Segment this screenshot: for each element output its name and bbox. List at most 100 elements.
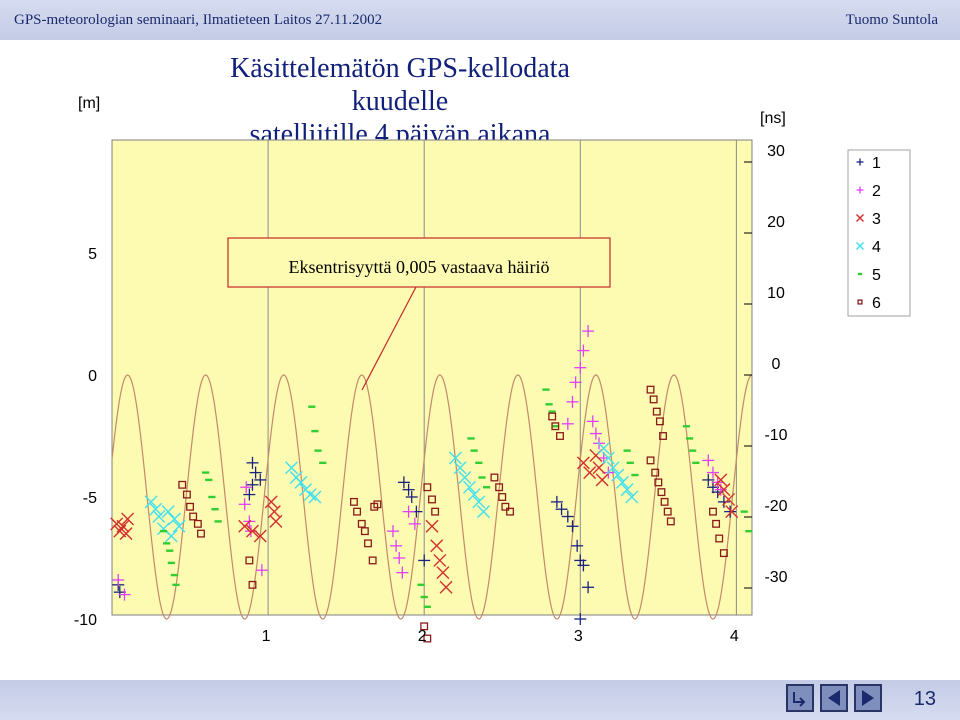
plot-area xyxy=(111,139,753,616)
point-series-6 xyxy=(431,507,440,516)
legend-marker-6 xyxy=(857,299,863,305)
right-tick-label: -20 xyxy=(764,498,787,515)
cross-stroke xyxy=(615,475,629,489)
point-series-2 xyxy=(112,573,125,586)
point-series-4 xyxy=(152,510,166,524)
square-stroke xyxy=(428,495,436,504)
point-series-4 xyxy=(467,488,481,502)
point-series-3 xyxy=(725,505,739,519)
cross-stroke xyxy=(472,495,486,509)
return-arrow-icon xyxy=(793,692,806,707)
square-stroke xyxy=(360,527,369,536)
point-series-1 xyxy=(254,473,267,486)
square-stroke xyxy=(193,519,202,528)
point-series-4 xyxy=(462,480,476,494)
point-series-6 xyxy=(178,480,187,489)
square-stroke xyxy=(420,622,429,631)
triangle-right-icon xyxy=(862,690,874,706)
point-series-1 xyxy=(405,491,418,503)
point-series-2 xyxy=(386,525,399,538)
cross-stroke xyxy=(583,466,597,480)
point-series-6 xyxy=(364,539,372,548)
cross-stroke xyxy=(722,492,736,506)
point-series-3 xyxy=(722,492,736,506)
cross-stroke xyxy=(110,517,124,531)
point-series-6 xyxy=(197,529,205,538)
cross-stroke xyxy=(121,512,135,526)
cross-stroke xyxy=(164,529,178,543)
seminar-name: GPS-meteorologian seminaari, Ilmatieteen… xyxy=(14,12,383,28)
point-series-3 xyxy=(436,566,450,580)
cross-stroke xyxy=(625,490,639,504)
square-stroke xyxy=(178,480,187,489)
point-series-4 xyxy=(164,529,178,543)
point-series-6 xyxy=(649,395,658,404)
point-series-6 xyxy=(659,432,667,440)
square-stroke xyxy=(245,556,254,565)
point-series-6 xyxy=(182,490,191,499)
legend-label-1: 1 xyxy=(872,155,881,172)
cross-stroke xyxy=(856,242,864,250)
square-stroke xyxy=(551,422,560,431)
cross-stroke xyxy=(856,214,864,222)
point-series-6 xyxy=(663,507,672,516)
square-stroke xyxy=(655,417,664,426)
previous-slide-button[interactable] xyxy=(820,684,848,712)
legend: 1 2 3 4 5 6 xyxy=(847,149,911,317)
point-series-6 xyxy=(495,483,504,492)
cross-stroke xyxy=(453,461,467,475)
cross-stroke xyxy=(285,461,299,475)
point-series-6 xyxy=(498,493,507,501)
slide-footer xyxy=(0,680,960,720)
cross-stroke xyxy=(595,473,609,487)
square-stroke xyxy=(368,556,377,565)
point-series-2 xyxy=(589,427,602,440)
point-series-3 xyxy=(116,519,130,533)
point-series-6 xyxy=(719,549,728,558)
cross-stroke xyxy=(167,512,181,526)
right-tick-label: -30 xyxy=(764,569,787,586)
square-stroke xyxy=(712,519,721,528)
page-number: 13 xyxy=(913,688,936,710)
point-series-1 xyxy=(571,539,584,552)
right-tick-label: 30 xyxy=(767,143,785,160)
point-series-6 xyxy=(501,502,510,511)
cross-stroke xyxy=(264,495,278,509)
right-tick-label: -10 xyxy=(764,427,787,444)
legend-label-2: 2 xyxy=(872,183,881,200)
point-series-2 xyxy=(586,415,599,428)
point-series-1 xyxy=(574,554,587,567)
next-slide-button[interactable] xyxy=(854,684,882,712)
cross-stroke xyxy=(597,441,611,455)
point-series-1 xyxy=(724,505,737,518)
point-series-2 xyxy=(706,466,719,479)
square-stroke xyxy=(709,507,717,516)
point-series-3 xyxy=(425,519,439,533)
point-series-3 xyxy=(238,519,252,533)
point-series-6 xyxy=(350,497,358,506)
point-series-4 xyxy=(472,495,486,509)
point-series-6 xyxy=(353,507,362,516)
point-series-6 xyxy=(189,512,198,521)
return-button[interactable] xyxy=(786,684,814,712)
legend-label-3: 3 xyxy=(872,211,881,228)
cross-stroke xyxy=(725,505,739,519)
point-series-6 xyxy=(651,468,660,477)
square-stroke xyxy=(654,478,663,487)
point-series-6 xyxy=(490,473,499,482)
square-stroke xyxy=(498,493,507,501)
point-series-1 xyxy=(397,476,410,489)
point-series-4 xyxy=(601,451,615,465)
cross-stroke xyxy=(425,519,439,533)
square-stroke xyxy=(660,497,669,506)
point-series-6 xyxy=(646,456,655,465)
point-series-1 xyxy=(574,613,587,625)
point-series-6 xyxy=(373,500,382,509)
point-series-2 xyxy=(118,588,131,601)
square-stroke xyxy=(652,407,661,416)
square-stroke xyxy=(556,432,564,440)
left-tick-label: -10 xyxy=(74,612,97,629)
point-series-3 xyxy=(439,580,453,594)
point-series-2 xyxy=(240,481,253,494)
point-series-6 xyxy=(660,497,669,506)
